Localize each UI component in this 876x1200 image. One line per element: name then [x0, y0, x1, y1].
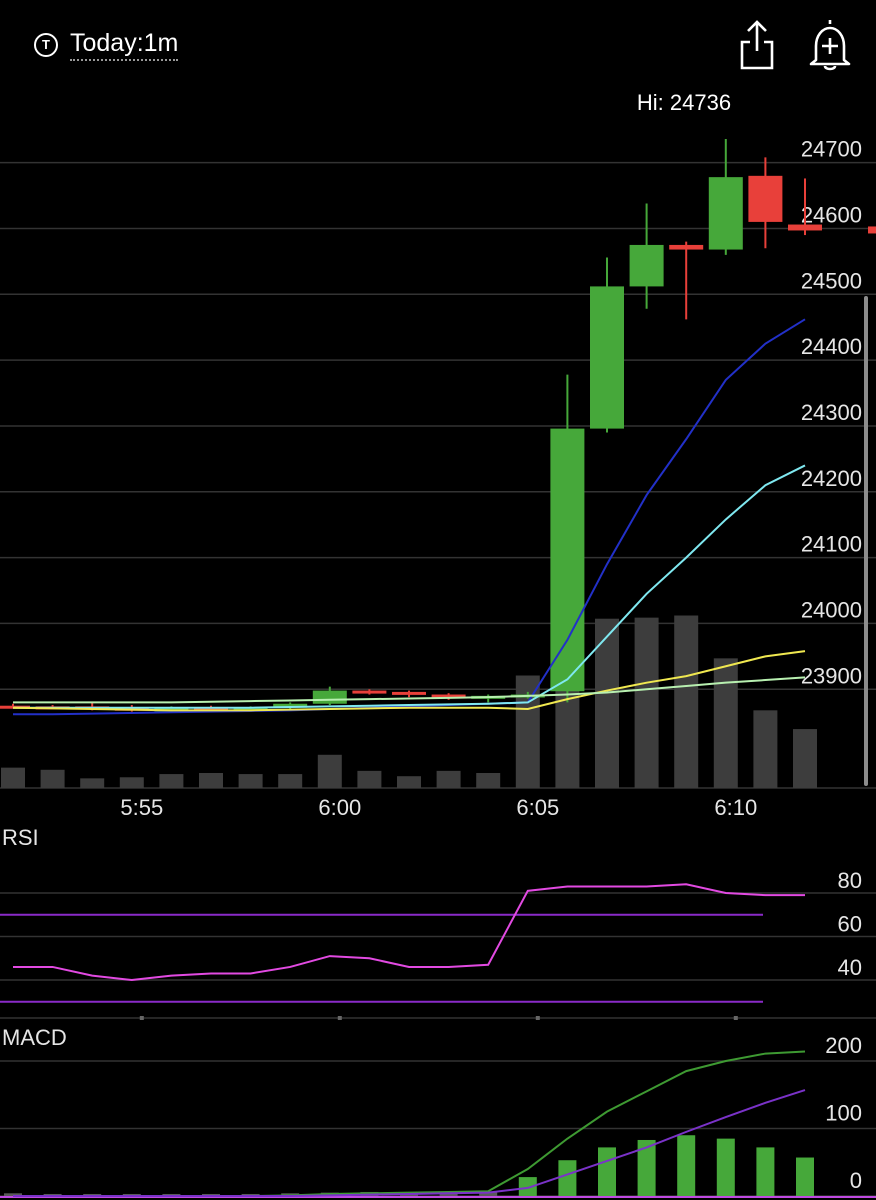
time-axis-label: 6:00: [318, 795, 361, 820]
moving-average-line: [13, 464, 806, 709]
time-axis-label: 6:05: [516, 795, 559, 820]
rsi-panel-label: RSI: [2, 825, 39, 850]
volume-bar: [793, 729, 817, 788]
timeframe-label: Today:1m: [70, 28, 179, 61]
moving-average-line: [12, 650, 806, 712]
candle-up: [629, 244, 664, 287]
price-axis-label: 24200: [801, 466, 862, 491]
macd-histogram-bar: [598, 1147, 616, 1196]
volume-bar: [357, 770, 382, 788]
price-axis-label: 24100: [801, 532, 862, 557]
candle-up: [590, 286, 624, 429]
volume-bar: [40, 769, 65, 788]
macd-axis-label: 0: [850, 1168, 862, 1193]
macd-histogram-bar: [122, 1193, 141, 1196]
price-axis-label: 24300: [801, 400, 862, 425]
rsi-time-tick: [733, 1016, 738, 1020]
price-axis-label: 24700: [801, 137, 862, 162]
macd-histogram-bar: [796, 1157, 814, 1196]
timeframe-selector[interactable]: T Today:1m: [34, 28, 179, 61]
rsi-axis-label: 40: [838, 955, 862, 980]
scroll-indicator: [864, 296, 868, 786]
share-button[interactable]: [736, 18, 778, 77]
add-alert-bell-icon: [809, 20, 851, 71]
candle-down: [352, 690, 387, 694]
volume-bar: [238, 774, 263, 788]
candle-up: [708, 177, 743, 250]
price-axis-label: 24600: [801, 202, 862, 227]
rsi-axis-label: 60: [838, 912, 862, 937]
price-axis-label: 24000: [801, 597, 862, 622]
candle-down: [788, 224, 822, 231]
volume-bar: [436, 770, 461, 788]
rsi-time-tick: [535, 1016, 540, 1020]
price-axis-label: 23900: [801, 663, 862, 688]
macd-histogram-bar: [716, 1138, 735, 1196]
macd-histogram-bar: [479, 1191, 498, 1196]
rsi-line: [13, 883, 805, 982]
volume-bar: [634, 617, 659, 788]
share-icon: [740, 20, 774, 70]
macd-histogram-bar: [162, 1193, 181, 1196]
volume-bar: [713, 658, 738, 788]
macd-histogram-bar: [677, 1135, 696, 1196]
volume-bar: [317, 754, 342, 788]
volume-bar: [159, 774, 184, 788]
candle-down: [748, 175, 783, 222]
macd-axis-label: 100: [825, 1101, 862, 1126]
volume-bar: [1, 767, 25, 788]
volume-bar: [753, 710, 778, 788]
macd-histogram-bar: [43, 1193, 62, 1196]
high-price-label: Hi: 24736: [637, 90, 731, 115]
time-axis-label: 5:55: [120, 795, 163, 820]
rsi-time-tick: [337, 1016, 342, 1020]
candle-up: [233, 707, 268, 711]
rsi-time-tick: [139, 1016, 144, 1020]
candle-down: [392, 691, 426, 695]
candle-down: [669, 244, 704, 250]
macd-histogram-bar: [756, 1147, 775, 1196]
macd-histogram-bar: [558, 1160, 577, 1196]
rsi-axis-label: 80: [838, 868, 862, 893]
volume-bar: [278, 774, 303, 788]
macd-panel-label: MACD: [2, 1025, 67, 1050]
macd-histogram-bar: [637, 1139, 656, 1196]
macd-histogram-bar: [4, 1193, 22, 1196]
volume-bar: [119, 777, 144, 788]
moving-average-line: [13, 318, 806, 716]
candle-down: [431, 694, 466, 698]
macd-histogram-bar: [83, 1193, 102, 1196]
price-axis-label: 24500: [801, 268, 862, 293]
macd-axis-label: 200: [825, 1033, 862, 1058]
timeframe-icon: T: [34, 32, 58, 57]
volume-bar: [199, 773, 223, 788]
candle-up: [273, 703, 308, 708]
volume-bar: [674, 615, 699, 788]
time-axis-label: 6:10: [714, 795, 757, 820]
candle-up: [312, 690, 347, 704]
price-axis-label: 24400: [801, 334, 862, 359]
macd-histogram-bar: [518, 1177, 537, 1196]
moving-average-line: [13, 676, 806, 704]
candle-up: [550, 428, 585, 692]
volume-bar: [397, 776, 421, 788]
volume-bar: [80, 778, 105, 788]
volume-bar: [476, 773, 501, 788]
macd-signal-line: [13, 1089, 806, 1197]
volume-bar: [595, 618, 619, 788]
macd-histogram-bar: [202, 1193, 220, 1196]
add-alert-button[interactable]: [806, 16, 854, 77]
macd-histogram-bar: [241, 1193, 260, 1196]
last-price-marker: [868, 226, 876, 234]
top-toolbar: T Today:1m: [0, 0, 876, 90]
